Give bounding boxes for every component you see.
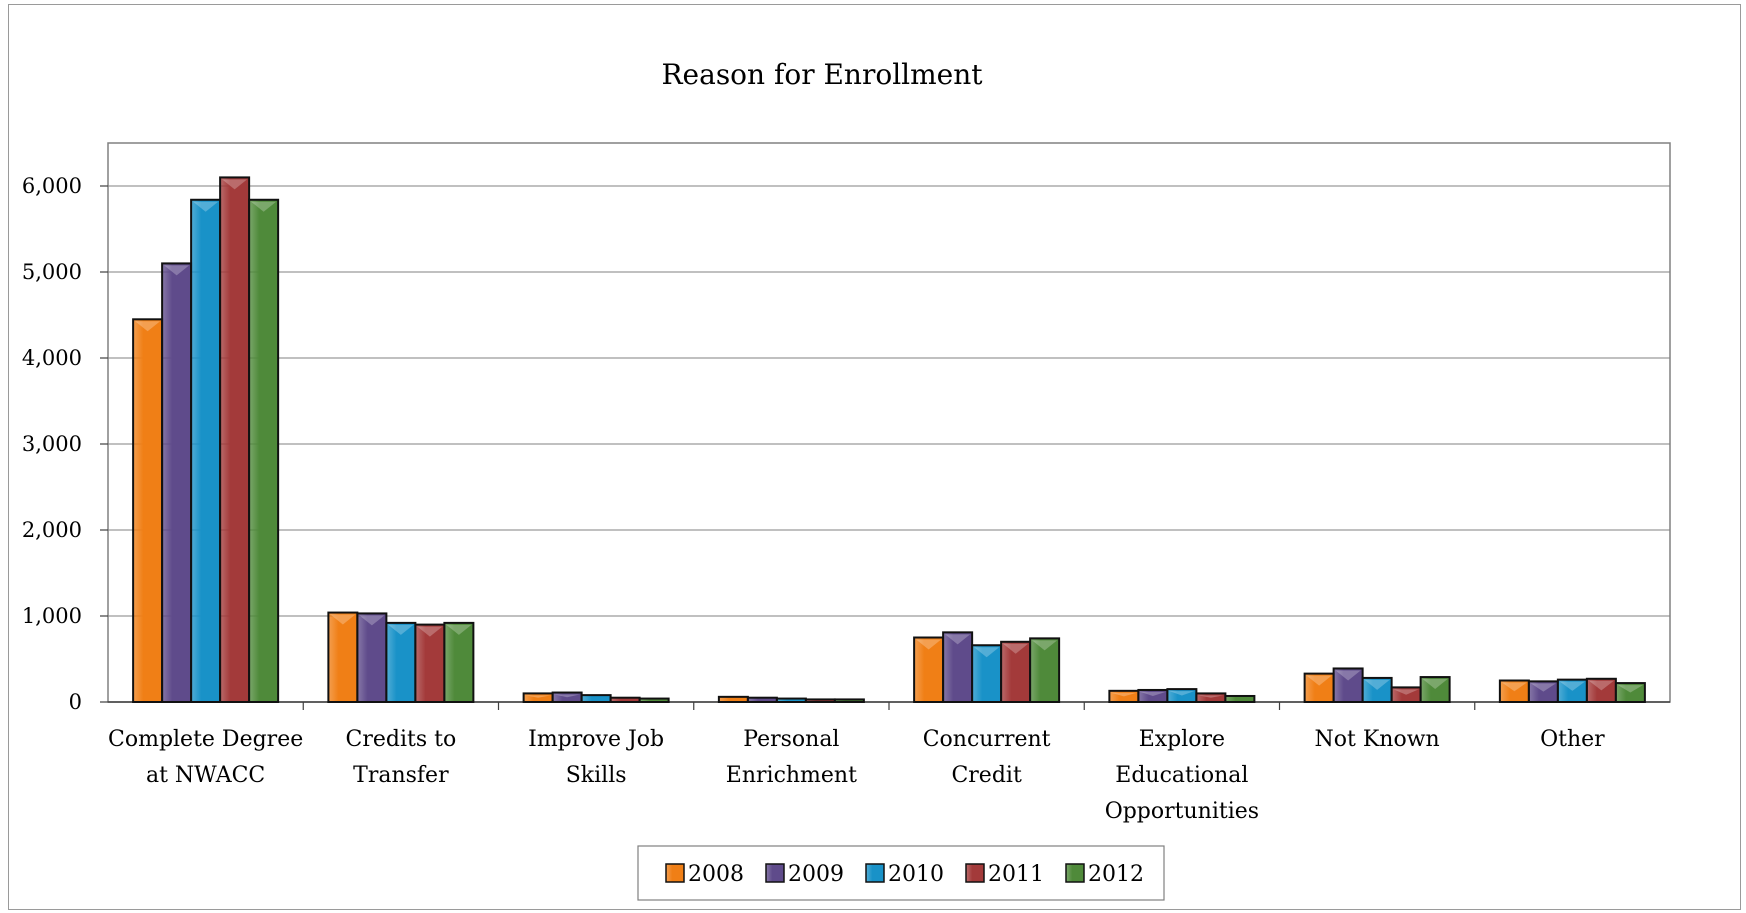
y-tick-label: 2,000 — [22, 518, 82, 542]
category-label: at NWACC — [146, 763, 265, 788]
legend-label-2011: 2011 — [988, 862, 1044, 887]
bar-2012-cat-5 — [1224, 694, 1256, 703]
bar-bevel — [193, 201, 219, 212]
category-label: Not Known — [1315, 727, 1440, 752]
category-label: Transfer — [353, 763, 449, 788]
category-label: Educational — [1115, 763, 1248, 788]
bar-2011-cat-4 — [1000, 640, 1032, 703]
bar-bevel — [916, 639, 942, 650]
legend-swatch-2008 — [665, 863, 685, 883]
category-label: Personal — [743, 727, 839, 752]
bar-bevel — [1588, 680, 1614, 691]
bar-bevel — [135, 321, 161, 332]
bar-bevel — [1393, 689, 1419, 695]
bar-bevel — [1140, 691, 1166, 696]
bar-bevel — [1003, 643, 1029, 654]
category-label: Concurrent — [923, 727, 1051, 752]
bar-2008-cat-5 — [1108, 689, 1140, 704]
legend-swatch-2012 — [1065, 863, 1085, 883]
legend-swatch-2009 — [765, 863, 785, 883]
y-tick-label: 6,000 — [22, 174, 82, 198]
bar-2012-cat-1 — [443, 621, 475, 704]
bar-2012-cat-6 — [1419, 676, 1451, 703]
bar-bevel — [388, 624, 414, 635]
bar-bevel — [1335, 670, 1361, 681]
bar-bevel — [1422, 679, 1448, 690]
bar-bevel — [1306, 675, 1332, 686]
bar-2011-cat-0 — [219, 176, 251, 703]
bar-2010-cat-1 — [385, 621, 417, 704]
bar-bevel — [222, 179, 248, 190]
bar-2009-cat-3 — [746, 696, 778, 704]
category-label: Skills — [566, 763, 627, 788]
bar-bevel — [554, 694, 580, 698]
bar-2012-cat-0 — [248, 198, 280, 703]
bar-bevel — [330, 614, 356, 625]
category-label: Improve Job — [528, 727, 664, 752]
chart-frame — [8, 4, 1741, 910]
bar-2012-cat-4 — [1029, 637, 1061, 703]
bar-2011-cat-2 — [609, 696, 641, 704]
bar-2008-cat-0 — [132, 318, 164, 703]
category-label: Credits to — [346, 727, 457, 752]
bar-2009-cat-0 — [161, 262, 193, 703]
legend-label-2008: 2008 — [688, 862, 744, 887]
bar-2008-cat-1 — [327, 611, 359, 703]
bar-bevel — [974, 647, 1000, 658]
bar-2009-cat-4 — [942, 631, 974, 704]
bar-bevel — [1111, 692, 1137, 697]
bar-bevel — [1364, 679, 1390, 690]
bar-2008-cat-3 — [717, 695, 749, 704]
category-label: Other — [1540, 727, 1605, 752]
bar-bevel — [1530, 683, 1556, 692]
legend-swatch-2010 — [865, 863, 885, 883]
legend-swatch-2011 — [965, 863, 985, 883]
bar-2012-cat-3 — [833, 698, 865, 703]
y-tick-label: 5,000 — [22, 260, 82, 284]
legend-label-2009: 2009 — [788, 862, 844, 887]
bar-2012-cat-7 — [1614, 682, 1646, 704]
bar-bevel — [1559, 681, 1585, 691]
y-tick-label: 4,000 — [22, 346, 82, 370]
bar-2011-cat-3 — [804, 698, 836, 703]
bar-2008-cat-4 — [913, 636, 945, 703]
chart-title: Reason for Enrollment — [661, 58, 983, 91]
bar-2010-cat-3 — [775, 697, 807, 703]
category-label: Credit — [951, 763, 1021, 788]
category-label: Complete Degree — [108, 727, 303, 752]
bar-2010-cat-0 — [190, 198, 222, 703]
bar-2010-cat-4 — [971, 644, 1003, 703]
legend-label-2010: 2010 — [888, 862, 944, 887]
category-label: Enrichment — [726, 763, 857, 788]
bar-bevel — [1617, 685, 1643, 693]
bar-2010-cat-2 — [580, 694, 612, 703]
bar-bevel — [446, 624, 472, 635]
bar-bevel — [359, 615, 385, 626]
bar-bevel — [417, 626, 443, 637]
category-label: Opportunities — [1105, 799, 1259, 824]
y-tick-label: 1,000 — [22, 604, 82, 628]
y-tick-label: 0 — [69, 690, 82, 714]
bar-bevel — [1501, 682, 1527, 692]
category-label: Explore — [1139, 727, 1225, 752]
bar-bevel — [251, 201, 277, 212]
bar-bevel — [1198, 695, 1224, 698]
legend-label-2012: 2012 — [1088, 862, 1144, 887]
bar-bevel — [1032, 640, 1058, 651]
y-tick-label: 3,000 — [22, 432, 82, 456]
bar-bevel — [945, 634, 971, 645]
bar-2008-cat-6 — [1303, 672, 1335, 703]
bar-2009-cat-6 — [1332, 667, 1364, 704]
bar-2012-cat-2 — [638, 697, 670, 703]
bar-bevel — [525, 695, 551, 698]
bar-bevel — [164, 265, 190, 276]
bar-2009-cat-1 — [356, 612, 388, 703]
bar-bevel — [1169, 691, 1195, 696]
